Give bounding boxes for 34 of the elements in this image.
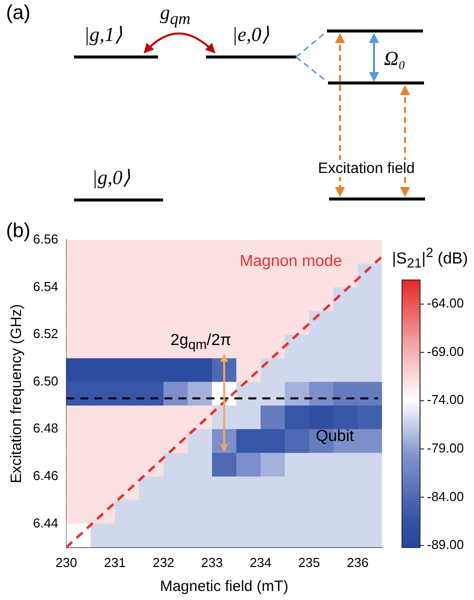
text: |e,0⟩ bbox=[232, 23, 270, 47]
color-bar-label: -64.00 bbox=[427, 296, 464, 311]
y-tick-label: 6.54 bbox=[32, 278, 58, 294]
y-tick-label: 6.46 bbox=[32, 468, 58, 484]
color-bar-title: |S$_{21}$|$^{2}$ (dB) bbox=[392, 245, 468, 271]
text: g$_{qm}$ bbox=[160, 2, 190, 29]
series-label: Magnon mode bbox=[240, 252, 342, 271]
x-tick-label: 234 bbox=[250, 554, 272, 570]
x-tick-label: 232 bbox=[152, 554, 174, 570]
color-bar-label: -89.00 bbox=[427, 537, 464, 552]
text: |g,1⟩ bbox=[84, 23, 122, 47]
y-tick-label: 6.52 bbox=[32, 326, 58, 342]
x-tick-label: 230 bbox=[55, 554, 78, 570]
chart-title: (b) bbox=[6, 220, 30, 243]
text: |g,0⟩ bbox=[92, 166, 130, 190]
annotation: Qubit bbox=[316, 428, 354, 446]
x-tick-label: 235 bbox=[298, 554, 320, 570]
color-bar-label: -74.00 bbox=[427, 392, 464, 408]
annotation: 2g$_{qm}$/2π bbox=[170, 332, 232, 352]
text: Excitation field bbox=[318, 160, 415, 177]
y-tick-label: 6.48 bbox=[32, 420, 58, 436]
y-tick-label: 6.44 bbox=[32, 515, 58, 530]
x-tick-label: 231 bbox=[104, 554, 126, 570]
x-tick-label: 233 bbox=[201, 554, 223, 570]
y-tick-label: 6.56 bbox=[32, 232, 58, 247]
y-axis-title: Excitation frequency (GHz) bbox=[8, 304, 26, 484]
text: (a) bbox=[6, 2, 30, 25]
color-bar-label: -79.00 bbox=[427, 440, 464, 456]
color-bar-label: -84.00 bbox=[427, 488, 464, 504]
text: Ω₀ bbox=[384, 48, 406, 71]
y-tick-label: 6.50 bbox=[32, 373, 58, 388]
x-tick-label: 236 bbox=[346, 554, 369, 570]
color-bar-label: -69.00 bbox=[427, 344, 464, 359]
x-axis-title: Magnetic field (mT) bbox=[160, 578, 288, 596]
